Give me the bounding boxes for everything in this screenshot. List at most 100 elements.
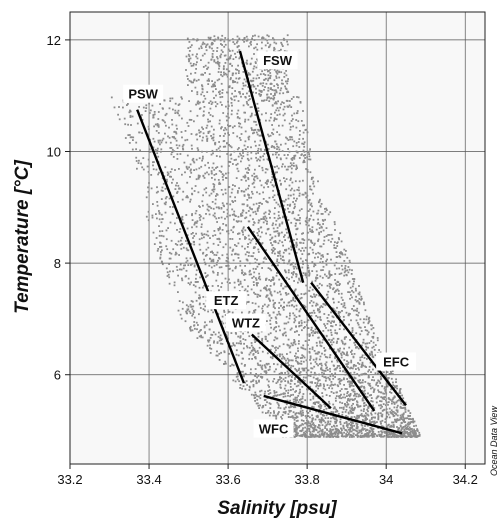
- data-point: [292, 162, 295, 165]
- data-point: [322, 265, 325, 268]
- data-point: [275, 75, 278, 78]
- data-point: [215, 217, 218, 220]
- data-point: [153, 125, 155, 128]
- data-point: [313, 428, 316, 431]
- data-point: [250, 43, 252, 46]
- data-point: [213, 253, 216, 256]
- data-point: [241, 269, 243, 272]
- data-point: [319, 310, 321, 313]
- data-point: [272, 306, 275, 308]
- data-point: [298, 372, 301, 374]
- data-point: [261, 99, 263, 102]
- data-point: [367, 392, 369, 395]
- data-point: [194, 72, 197, 74]
- data-point: [327, 434, 330, 436]
- data-point: [312, 428, 315, 431]
- data-point: [303, 380, 306, 382]
- data-point: [303, 249, 305, 252]
- data-point: [184, 130, 187, 132]
- data-point: [203, 106, 206, 108]
- data-point: [257, 352, 260, 354]
- data-point: [388, 430, 391, 433]
- data-point: [257, 219, 260, 222]
- data-point: [181, 215, 184, 218]
- data-point: [234, 90, 236, 92]
- data-point: [377, 413, 379, 416]
- data-point: [236, 148, 239, 151]
- data-point: [361, 419, 364, 421]
- data-point: [226, 335, 229, 338]
- data-point: [290, 106, 293, 108]
- data-point: [296, 330, 298, 333]
- data-point: [229, 365, 232, 367]
- data-point: [401, 413, 404, 416]
- data-point: [370, 397, 373, 399]
- data-point: [295, 144, 298, 147]
- data-point: [263, 370, 266, 373]
- data-point: [294, 396, 297, 399]
- data-point: [201, 139, 204, 142]
- data-point: [174, 112, 177, 114]
- data-point: [243, 40, 245, 43]
- data-point: [346, 256, 349, 259]
- data-point: [331, 433, 334, 435]
- data-point: [387, 403, 389, 406]
- data-point: [355, 364, 357, 367]
- data-point: [267, 148, 270, 150]
- data-point: [131, 148, 134, 151]
- data-point: [177, 201, 179, 203]
- data-point: [202, 73, 204, 76]
- data-point: [285, 334, 287, 337]
- data-point: [294, 355, 296, 357]
- data-point: [299, 371, 302, 373]
- data-point: [135, 148, 137, 151]
- data-point: [207, 36, 210, 39]
- data-point: [305, 217, 308, 220]
- data-point: [275, 143, 278, 145]
- data-point: [278, 113, 281, 116]
- data-point: [248, 346, 251, 349]
- data-point: [233, 80, 235, 83]
- data-point: [193, 190, 196, 192]
- data-point: [330, 383, 333, 386]
- data-point: [352, 390, 355, 393]
- data-point: [245, 80, 248, 83]
- data-point: [170, 147, 173, 149]
- data-point: [325, 424, 328, 426]
- data-point: [264, 338, 267, 340]
- data-point: [198, 129, 200, 132]
- data-point: [289, 138, 292, 141]
- data-point: [235, 245, 238, 247]
- data-point: [351, 434, 354, 437]
- data-point: [342, 406, 345, 409]
- data-point: [197, 149, 200, 151]
- data-point: [206, 43, 209, 46]
- data-point: [273, 392, 276, 394]
- data-point: [283, 105, 286, 108]
- data-point: [301, 356, 304, 359]
- data-point: [192, 284, 195, 286]
- data-point: [273, 85, 276, 87]
- data-point: [297, 281, 299, 284]
- data-point: [324, 388, 327, 391]
- data-point: [321, 414, 324, 416]
- data-point: [250, 40, 252, 43]
- data-point: [171, 151, 174, 153]
- data-point: [357, 435, 360, 437]
- data-point: [206, 274, 209, 277]
- data-point: [187, 282, 190, 284]
- data-point: [269, 292, 272, 295]
- data-point: [186, 227, 189, 230]
- data-point: [392, 413, 395, 416]
- data-point: [165, 112, 168, 115]
- data-point: [219, 145, 222, 148]
- data-point: [222, 174, 225, 177]
- data-point: [220, 43, 222, 45]
- data-point: [293, 423, 296, 426]
- data-point: [257, 147, 260, 150]
- data-point: [189, 257, 192, 260]
- data-point: [216, 47, 219, 49]
- data-point: [215, 94, 217, 97]
- data-point: [306, 388, 308, 391]
- data-point: [217, 206, 220, 209]
